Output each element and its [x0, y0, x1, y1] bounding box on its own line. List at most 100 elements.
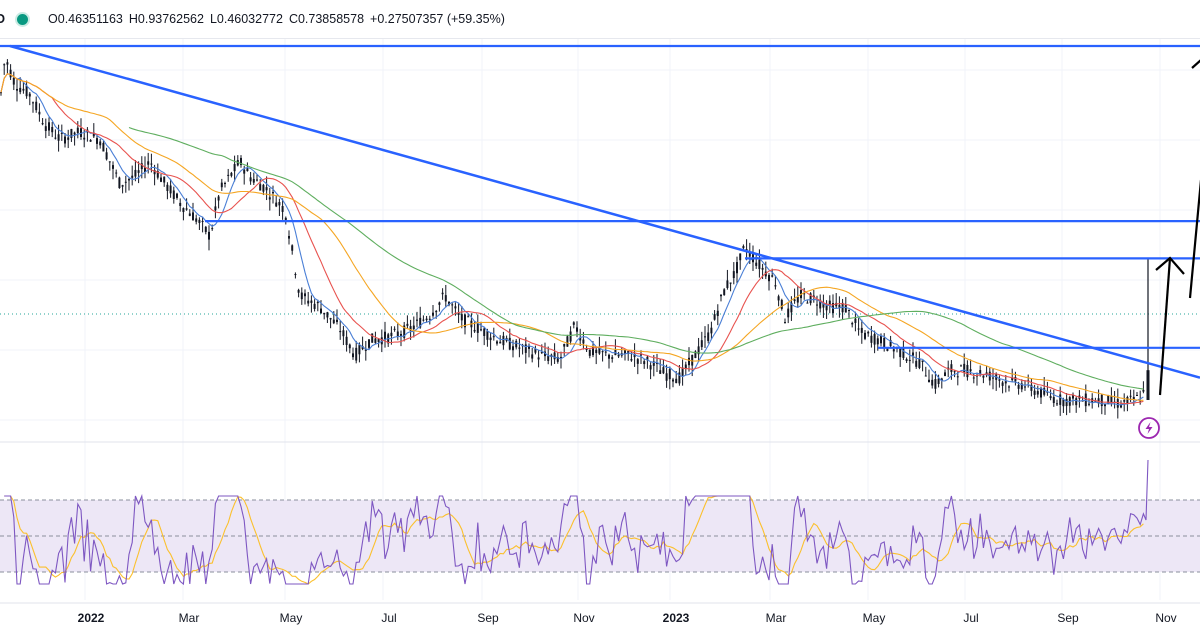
- candle-body: [230, 172, 233, 176]
- candle-body: [627, 350, 630, 354]
- candle-body: [1020, 383, 1023, 390]
- candle-body: [675, 378, 678, 384]
- candle-body: [796, 296, 799, 303]
- candle-body: [636, 359, 639, 364]
- alert-icon[interactable]: [1138, 417, 1160, 439]
- candle-body: [480, 329, 482, 331]
- candle-body: [105, 152, 108, 160]
- candle-body: [828, 300, 831, 306]
- candle-body: [192, 212, 194, 221]
- candle-body: [297, 289, 300, 293]
- candle-body: [780, 299, 783, 309]
- candle-body: [771, 275, 774, 277]
- candle-body: [646, 356, 649, 361]
- candle-body: [857, 328, 860, 330]
- candle-body: [339, 331, 342, 333]
- candle-body: [412, 325, 415, 330]
- candle-body: [560, 356, 562, 358]
- candle-body: [115, 172, 118, 174]
- candle-body: [508, 337, 511, 350]
- candle-body: [867, 331, 870, 334]
- candle-body: [441, 292, 444, 295]
- candle-body: [320, 308, 322, 314]
- candle-body: [44, 126, 47, 131]
- ma-line-mid: [0, 73, 1144, 405]
- candle-body: [640, 354, 642, 356]
- trendline-segment[interactable]: [9, 44, 1200, 379]
- candle-body: [649, 365, 652, 370]
- arrow-head-2: [1191, 59, 1200, 69]
- candle-body: [1062, 399, 1065, 407]
- ohlc-legend: D O0.46351163 H0.93762562 L0.46032772 C0…: [0, 0, 1200, 39]
- horizontal-levels[interactable]: [0, 44, 1200, 349]
- rsi-levels: [0, 499, 1200, 573]
- open-value: O0.46351163: [48, 12, 123, 26]
- candle-body: [982, 375, 985, 378]
- candle-body: [457, 312, 460, 315]
- candle-body: [732, 271, 735, 279]
- candle-body: [489, 337, 492, 341]
- candle-body: [460, 314, 463, 321]
- candle-body: [1129, 395, 1132, 397]
- candle-body: [899, 348, 902, 358]
- candle-body: [483, 328, 486, 336]
- candle-body: [806, 302, 809, 304]
- candle-body: [9, 69, 12, 78]
- candle-body: [163, 176, 166, 183]
- candle-body: [1056, 403, 1058, 405]
- candle-body: [147, 161, 150, 165]
- candle-body: [96, 138, 98, 144]
- candle-body: [384, 331, 386, 341]
- candle-body: [272, 191, 274, 194]
- candle-body: [1033, 390, 1036, 395]
- candle-body: [195, 218, 198, 222]
- symbol-label[interactable]: D: [0, 12, 6, 26]
- candle-body: [102, 142, 105, 152]
- candle-body: [352, 353, 354, 358]
- candle-body: [204, 226, 207, 232]
- x-tick-label: May: [280, 611, 303, 625]
- candle-body: [83, 137, 86, 140]
- candle-body: [35, 101, 38, 111]
- rsi-indicator: [4, 459, 1149, 586]
- rsi-signal-line: [4, 495, 1144, 585]
- candle-body: [342, 330, 345, 337]
- candle-body: [473, 329, 476, 332]
- candle-body: [889, 340, 892, 347]
- candle-body: [739, 253, 742, 261]
- candle-body: [208, 231, 210, 240]
- candle-body: [416, 319, 418, 321]
- descending-trendline[interactable]: [9, 44, 1200, 379]
- x-tick-label: May: [863, 611, 886, 625]
- candle-body: [137, 170, 140, 173]
- time-axis: 2022 Mar May Jul Sep Nov 2023 Mar May Jul Sep Nov: [0, 602, 1200, 625]
- candle-body: [486, 331, 489, 340]
- change-value: +0.27507357 (+59.35%): [370, 12, 505, 26]
- candle-body: [563, 343, 566, 347]
- candle-body: [1004, 381, 1007, 384]
- candle-body: [345, 336, 348, 345]
- candle-body: [886, 348, 889, 351]
- candle-body: [512, 346, 514, 351]
- projection-arrows[interactable]: [1155, 59, 1200, 396]
- candle-body: [755, 262, 758, 266]
- candle-body: [876, 338, 879, 345]
- candle-body: [419, 317, 422, 328]
- candle-body: [307, 300, 310, 304]
- candle-body: [1075, 398, 1078, 406]
- candle-body: [944, 372, 946, 376]
- candle-body: [1126, 397, 1129, 404]
- candle-body: [809, 293, 812, 304]
- candle-body: [515, 340, 518, 348]
- candle-body: [838, 305, 841, 308]
- candle-body: [1081, 400, 1084, 402]
- candle-body: [371, 333, 374, 343]
- arrow-shaft-1: [1158, 257, 1172, 396]
- candle-body: [476, 323, 479, 333]
- candle-body: [169, 185, 172, 194]
- candle-body: [316, 301, 319, 304]
- candle-body: [240, 157, 242, 166]
- candle-body: [259, 184, 262, 191]
- candle-body: [51, 126, 54, 133]
